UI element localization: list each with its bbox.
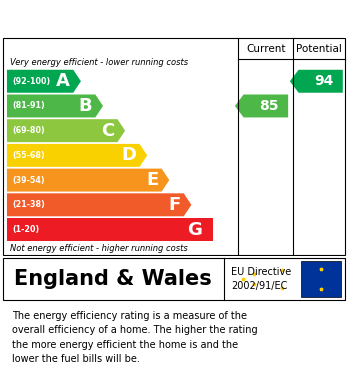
Polygon shape	[7, 95, 103, 117]
Text: (81-91): (81-91)	[12, 101, 45, 111]
Text: (21-38): (21-38)	[12, 200, 45, 209]
Text: Potential: Potential	[296, 44, 342, 54]
Polygon shape	[7, 193, 191, 216]
Polygon shape	[7, 144, 147, 167]
Text: A: A	[56, 72, 70, 90]
Polygon shape	[7, 70, 81, 93]
Text: (92-100): (92-100)	[12, 77, 50, 86]
Polygon shape	[7, 169, 169, 192]
Text: E: E	[146, 171, 158, 189]
Text: England & Wales: England & Wales	[14, 269, 212, 289]
Text: Energy Efficiency Rating: Energy Efficiency Rating	[10, 13, 232, 28]
Polygon shape	[235, 95, 288, 117]
Text: (39-54): (39-54)	[12, 176, 45, 185]
Bar	[301, 261, 341, 297]
Text: G: G	[188, 221, 203, 239]
Polygon shape	[7, 218, 214, 241]
Text: F: F	[168, 196, 180, 214]
Text: The energy efficiency rating is a measure of the
overall efficiency of a home. T: The energy efficiency rating is a measur…	[12, 311, 258, 364]
Text: B: B	[78, 97, 92, 115]
Text: Very energy efficient - lower running costs: Very energy efficient - lower running co…	[10, 58, 189, 67]
Text: Not energy efficient - higher running costs: Not energy efficient - higher running co…	[10, 244, 188, 253]
Text: (55-68): (55-68)	[12, 151, 45, 160]
Text: C: C	[101, 122, 114, 140]
Text: 85: 85	[260, 99, 279, 113]
Polygon shape	[290, 70, 343, 93]
Text: (69-80): (69-80)	[12, 126, 45, 135]
Text: Current: Current	[246, 44, 286, 54]
Text: (1-20): (1-20)	[12, 225, 39, 234]
Text: EU Directive: EU Directive	[231, 267, 292, 277]
Polygon shape	[7, 119, 125, 142]
Text: 2002/91/EC: 2002/91/EC	[231, 281, 288, 291]
Text: D: D	[121, 146, 136, 164]
Text: 94: 94	[315, 74, 334, 88]
